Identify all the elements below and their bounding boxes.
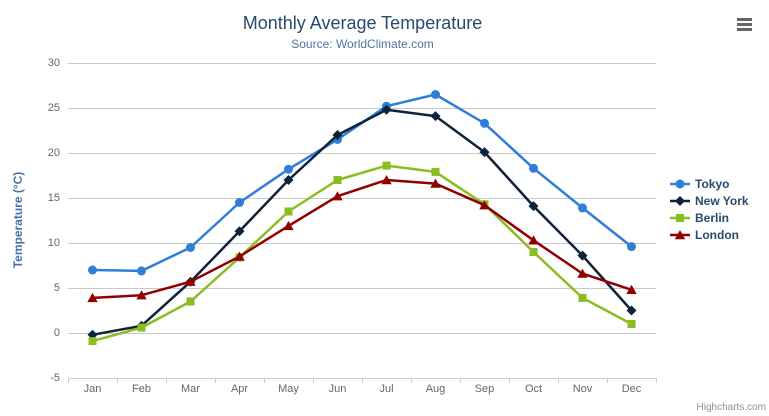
hamburger-icon [737, 17, 752, 21]
hamburger-icon [737, 22, 752, 26]
x-tick-label-jul: Jul [379, 383, 394, 395]
series-point-london-sep[interactable] [479, 200, 490, 210]
y-tick-label: 15 [47, 192, 60, 204]
series-point-new-york-may[interactable] [283, 175, 294, 185]
series-line-new-york[interactable] [91, 108, 633, 337]
series-point-berlin-may[interactable] [284, 207, 293, 216]
series-point-berlin-aug[interactable] [431, 167, 440, 176]
square-marker-icon [670, 214, 690, 222]
series-point-berlin-dec[interactable] [627, 320, 636, 328]
series-point-london-feb[interactable] [136, 290, 147, 300]
y-tick-label: 0 [53, 327, 60, 339]
series-point-new-york-jul[interactable] [381, 104, 392, 115]
diamond-marker-icon [670, 196, 690, 206]
series-point-tokyo-nov[interactable] [578, 203, 587, 213]
legend: Tokyo New York Berlin London [670, 177, 749, 242]
series-point-london-apr[interactable] [234, 251, 245, 261]
series-point-tokyo-apr[interactable] [235, 198, 244, 207]
hamburger-icon [737, 27, 752, 31]
legend-item-london[interactable]: London [670, 228, 749, 242]
legend-label-berlin: Berlin [695, 211, 730, 225]
series-point-tokyo-dec[interactable] [627, 242, 636, 252]
series-point-new-york-dec[interactable] [626, 305, 637, 316]
y-tick-label: 5 [53, 282, 60, 294]
series-point-tokyo-sep[interactable] [480, 118, 489, 128]
legend-label-tokyo: Tokyo [695, 177, 730, 191]
chart-subtitle: Source: WorldClimate.com [291, 37, 434, 51]
series-point-london-nov[interactable] [577, 268, 588, 278]
series-point-berlin-jan[interactable] [88, 337, 97, 346]
series-point-berlin-feb[interactable] [137, 323, 146, 332]
x-tick-label-feb: Feb [132, 383, 151, 395]
x-tick-label-aug: Aug [425, 383, 446, 395]
series-line-berlin[interactable] [91, 164, 633, 343]
legend-item-new-york[interactable]: New York [670, 194, 749, 208]
y-tick-label: 10 [47, 237, 60, 249]
highcharts-credit-link[interactable]: Highcharts.com [696, 402, 766, 413]
circle-marker-icon [670, 179, 690, 189]
y-tick-label: -5 [50, 372, 60, 384]
x-tick-label-mar: Mar [181, 383, 200, 395]
series-point-new-york-jun[interactable] [332, 130, 343, 140]
x-tick-label-may: May [278, 383, 299, 395]
series-point-tokyo-mar[interactable] [186, 243, 195, 252]
series-point-new-york-aug[interactable] [430, 111, 441, 122]
series-point-new-york-apr[interactable] [234, 226, 245, 237]
series-point-london-dec[interactable] [626, 284, 637, 294]
x-tick-label-dec: Dec [621, 383, 642, 395]
y-tick-label: 20 [47, 147, 60, 159]
series-point-new-york-nov[interactable] [577, 250, 588, 261]
series-point-tokyo-may[interactable] [284, 164, 293, 174]
series-line-tokyo[interactable] [91, 93, 633, 273]
legend-item-berlin[interactable]: Berlin [670, 211, 749, 225]
series-point-berlin-jul[interactable] [382, 161, 391, 170]
x-tick-label-sep: Sep [474, 383, 495, 395]
series-point-berlin-nov[interactable] [578, 293, 587, 302]
x-tick-label-apr: Apr [230, 383, 249, 395]
series-point-london-mar[interactable] [185, 276, 196, 286]
legend-label-london: London [695, 228, 739, 242]
series-point-tokyo-feb[interactable] [137, 266, 146, 276]
x-tick-label-nov: Nov [572, 383, 593, 395]
export-menu-button[interactable] [734, 14, 756, 34]
series-point-berlin-oct[interactable] [529, 248, 538, 256]
series-point-tokyo-oct[interactable] [529, 163, 538, 173]
legend-label-new-york: New York [695, 194, 749, 208]
series-point-new-york-oct[interactable] [528, 201, 539, 212]
series-point-tokyo-jan[interactable] [88, 265, 97, 275]
series-line-london[interactable] [91, 178, 633, 300]
x-tick-label-jan: Jan [83, 383, 102, 395]
x-tick-label-jun: Jun [328, 383, 347, 395]
x-tick-label-oct: Oct [524, 383, 543, 395]
series-point-london-jun[interactable] [332, 191, 343, 201]
series-point-berlin-mar[interactable] [186, 297, 195, 306]
series-point-london-jan[interactable] [87, 292, 98, 303]
series-point-berlin-jun[interactable] [333, 176, 342, 184]
y-tick-label: 30 [47, 57, 60, 69]
legend-item-tokyo[interactable]: Tokyo [670, 177, 749, 191]
series-point-london-jul[interactable] [381, 175, 392, 185]
series-point-new-york-sep[interactable] [479, 147, 490, 158]
y-tick-label: 25 [47, 102, 60, 114]
series-point-tokyo-aug[interactable] [431, 90, 440, 99]
series-point-london-oct[interactable] [528, 235, 539, 245]
series-point-london-aug[interactable] [430, 178, 441, 188]
chart-title: Monthly Average Temperature [242, 13, 483, 33]
triangle-marker-icon [670, 230, 690, 240]
series-point-london-may[interactable] [283, 220, 294, 231]
